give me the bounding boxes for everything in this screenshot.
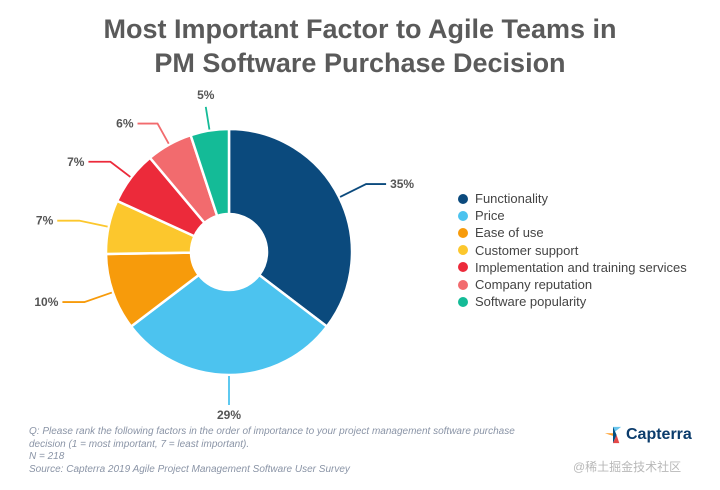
legend-item-implementation-and-training-services: Implementation and training services (458, 259, 687, 276)
legend-label: Price (475, 208, 505, 224)
footnote-question-line-1: Q: Please rank the following factors in … (29, 426, 515, 437)
slice-software-popularity (189, 127, 231, 218)
legend-swatch (458, 296, 468, 307)
capterra-logo: Capterra (604, 426, 692, 444)
slices-group (104, 127, 354, 377)
legend-item-functionality: Functionality (458, 190, 687, 207)
legend-swatch (458, 245, 468, 256)
legend-swatch (458, 279, 468, 290)
legend-label: Customer support (475, 242, 579, 258)
capterra-logo-text: Capterra (626, 426, 692, 443)
footnote-source: Source: Capterra 2019 Agile Project Mana… (29, 463, 350, 475)
leader-line-customer-support (57, 219, 108, 228)
slice-functionality (227, 127, 354, 329)
capterra-logo-icon (604, 426, 622, 444)
legend-swatch (458, 262, 468, 273)
legend-swatch (458, 227, 468, 238)
leader-line-company-reputation (137, 122, 170, 145)
leader-line-implementation-and-training-services (88, 160, 131, 178)
leader-lines-group (57, 106, 387, 405)
data-label-company-reputation: 6% (116, 117, 134, 131)
slice-price (129, 273, 329, 377)
data-label-customer-support: 7% (36, 214, 54, 228)
data-label-implementation-and-training-services: 7% (67, 155, 85, 169)
legend-label: Company reputation (475, 277, 593, 293)
legend-label: Ease of use (475, 225, 544, 241)
legend-label: Functionality (475, 191, 548, 207)
legend-label: Software popularity (475, 294, 587, 310)
chart-title: Most Important Factor to Agile Teams in … (0, 12, 720, 80)
legend-item-ease-of-use: Ease of use (458, 224, 687, 241)
footnote-question-line-2: decision (1 = most important, 7 = least … (29, 438, 250, 450)
data-labels-group: 35% 29% 10% 7% 7% 6% 5% (34, 88, 414, 422)
chart-title-line-2: PM Software Purchase Decision (154, 48, 566, 78)
data-label-price: 29% (217, 408, 241, 422)
data-label-software-popularity: 5% (197, 88, 215, 102)
legend-swatch (458, 210, 468, 221)
leader-line-functionality (339, 183, 387, 198)
legend-swatch (458, 193, 468, 204)
data-label-functionality: 35% (390, 177, 414, 191)
footnote: Q: Please rank the following factors in … (29, 426, 569, 476)
chart-title-line-1: Most Important Factor to Agile Teams in (103, 14, 617, 44)
legend-label: Implementation and training services (475, 259, 687, 275)
legend: Functionality Price Ease of use Customer su… (458, 190, 687, 310)
footnote-sample-size: N = 218 (29, 451, 65, 462)
leader-line-software-popularity (204, 106, 211, 130)
data-label-ease-of-use: 10% (34, 295, 58, 309)
leader-line-ease-of-use (62, 291, 113, 303)
watermark: @稀土掘金技术社区 (573, 460, 682, 474)
legend-item-software-popularity: Software popularity (458, 293, 687, 310)
legend-item-customer-support: Customer support (458, 242, 687, 259)
legend-item-price: Price (458, 207, 687, 224)
legend-item-company-reputation: Company reputation (458, 276, 687, 293)
